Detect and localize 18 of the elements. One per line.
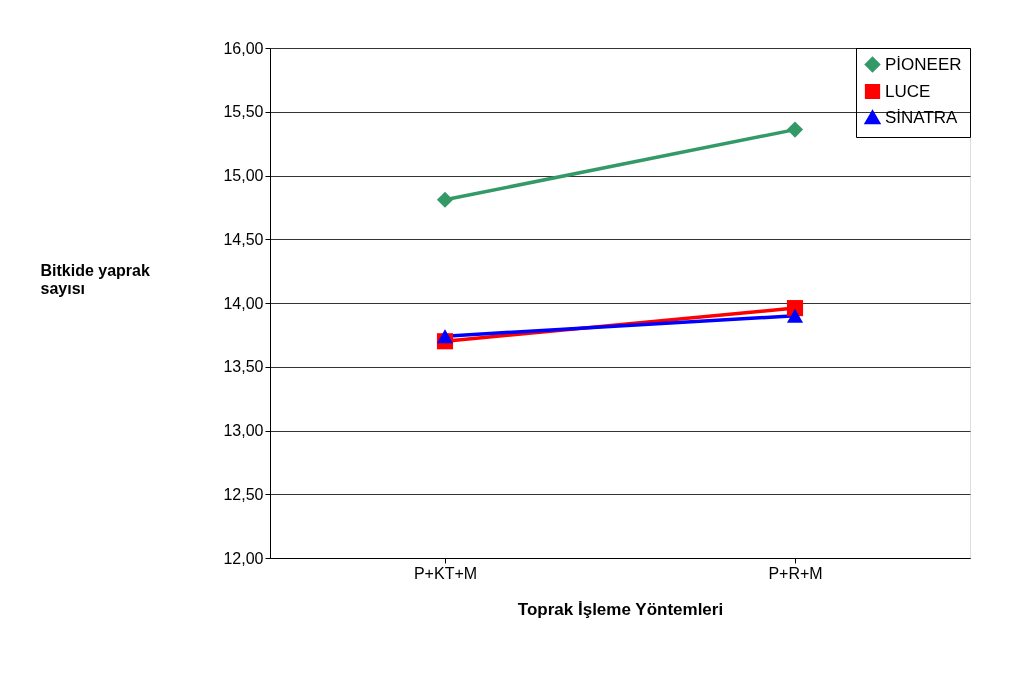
y-tick-label: 14,50	[223, 230, 264, 248]
legend-label: PİONEER	[885, 54, 962, 74]
y-tick-label: 12,50	[223, 485, 264, 503]
x-tick-label: P+R+M	[768, 564, 823, 582]
y-tick-label: 15,50	[223, 103, 264, 121]
x-axis-title: Toprak İşleme Yöntemleri	[517, 599, 724, 619]
y-tick-label: 16,00	[223, 39, 264, 57]
legend-label: SİNATRA	[885, 107, 959, 127]
y-tick-label: 13,00	[223, 422, 264, 439]
y-tick-label: 15,00	[223, 167, 264, 184]
y-tick-label: 14,00	[223, 294, 264, 312]
y-tick-label: 13,50	[223, 358, 264, 376]
legend-label: LUCE	[885, 81, 931, 101]
y-tick-label: 12,00	[223, 549, 264, 567]
point	[436, 191, 454, 208]
point	[786, 121, 804, 138]
y-axis-title: Bitkide yaprak sayısı	[40, 261, 150, 297]
x-tick-label: P+KT+M	[413, 564, 478, 582]
